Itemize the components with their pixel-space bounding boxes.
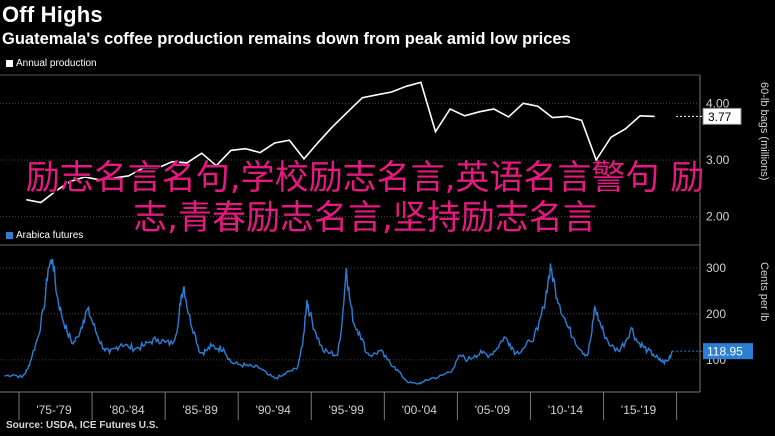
series-line-annual-production	[26, 81, 655, 204]
source-note: Source: USDA, ICE Futures U.S.	[6, 420, 159, 431]
last-value-label-price: 118.95	[707, 345, 743, 359]
y-tick-label-production: 4.00	[706, 96, 730, 110]
x-tick-label: '00-'04	[402, 403, 438, 417]
x-tick-label: '90-'94	[256, 403, 292, 417]
y-tick-label-production: 2.00	[706, 210, 730, 224]
x-tick-label: '95-'99	[329, 403, 365, 417]
series-line-arabica-futures	[4, 258, 673, 385]
x-tick-label: '80-'84	[109, 403, 145, 417]
legend-label-production: Annual production	[16, 58, 97, 69]
legend-production: Annual production	[6, 58, 97, 69]
watermark-overlay-text: 励志名言名句,学校励志名言,英语名言警句 励志,青春励志名言,坚持励志名言	[25, 158, 705, 238]
x-tick-label: '05-'09	[475, 403, 511, 417]
last-value-callout-price	[703, 343, 753, 360]
legend-swatch-price	[6, 232, 13, 239]
last-value-callout-production	[702, 107, 742, 125]
x-tick-label: '15-'19	[621, 403, 657, 417]
legend-label-price: Arabica futures	[16, 230, 84, 241]
legend-swatch-production	[6, 60, 13, 67]
y-tick-label-production: 3.00	[706, 153, 730, 167]
y-tick-label-price: 300	[706, 261, 726, 275]
x-tick-label: '85-'89	[182, 403, 218, 417]
x-tick-label: '75-'79	[36, 403, 72, 417]
legend-price: Arabica futures	[6, 230, 83, 241]
x-tick-label: '10-'14	[548, 403, 584, 417]
chart-title: Off Highs	[2, 2, 103, 27]
y-tick-label-price: 200	[706, 307, 726, 321]
last-value-label-production: 3.77	[708, 110, 732, 124]
chart-subtitle: Guatemala's coffee production remains do…	[2, 30, 571, 48]
